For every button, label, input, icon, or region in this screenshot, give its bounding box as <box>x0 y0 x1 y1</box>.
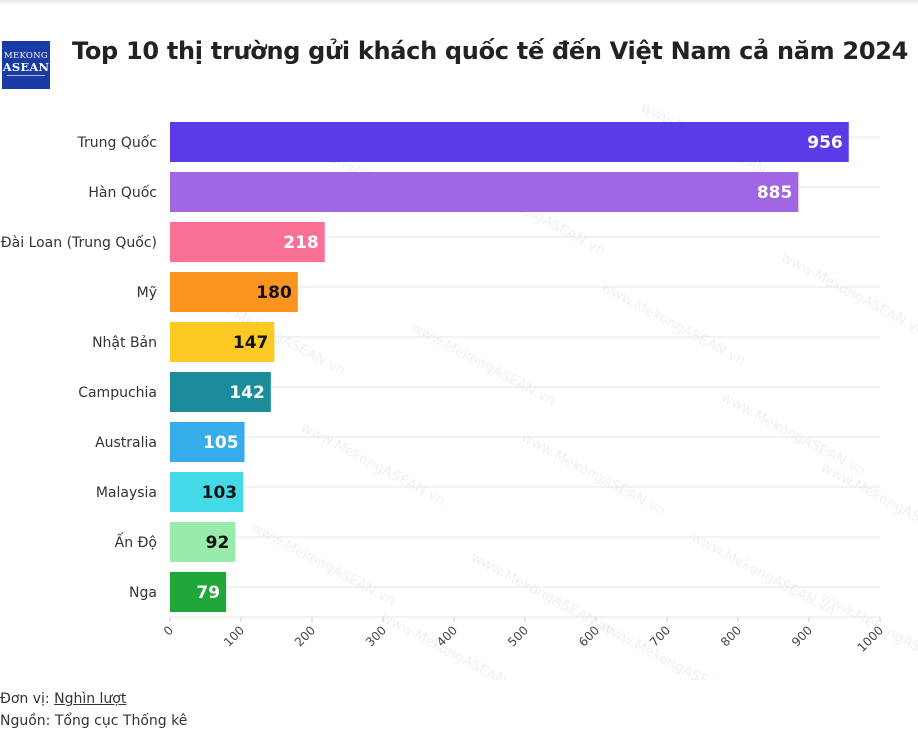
value-label: 142 <box>229 383 265 403</box>
watermark-text: www.MekongASEAN.vn <box>378 609 528 680</box>
bar <box>170 572 227 612</box>
x-tick-label: 100 <box>221 623 247 649</box>
bar <box>170 172 799 212</box>
x-tick-label: 900 <box>789 623 815 649</box>
bar-chart: www.MekongASEAN.vnwww.MekongASEAN.vnwww.… <box>1 99 918 680</box>
x-tick-label: 0 <box>161 623 176 638</box>
bar <box>170 372 271 412</box>
chart-title: Top 10 thị trường gửi khách quốc tế đến … <box>71 37 909 65</box>
value-label: 147 <box>233 333 269 353</box>
source-value: Tổng cục Thống kê <box>54 713 188 729</box>
watermark-text: www.MekongASEAN.vn <box>408 319 558 409</box>
value-labels: 956 885 218 180 147 142 105 103 92 79 <box>196 133 842 603</box>
category-label: Mỹ <box>137 285 157 301</box>
value-label: 103 <box>202 483 238 503</box>
value-label: 180 <box>256 283 292 303</box>
unit-line: Đơn vị: Nghìn lượt <box>0 688 187 710</box>
x-tick-label: 800 <box>718 623 744 649</box>
bar <box>170 272 298 312</box>
x-axis-ticks: 0 100 200 300 400 500 600 700 800 900 1000 <box>161 617 886 655</box>
value-label: 956 <box>807 133 843 153</box>
x-tick-label: 200 <box>292 623 318 649</box>
category-label: Nhật Bản <box>92 335 157 351</box>
value-label: 218 <box>283 233 319 253</box>
category-label: Nga <box>129 585 157 601</box>
watermark-text: www.MekongASEAN.vn <box>778 249 918 339</box>
watermark-text: www.MekongASEAN.vn <box>598 279 748 369</box>
bar <box>170 322 275 362</box>
watermark-text: www.MekongASEAN.vn <box>468 549 618 639</box>
watermark-text: www.MekongASEAN.vn <box>718 389 868 479</box>
category-label: Campuchia <box>78 385 157 401</box>
source-label: Nguồn: <box>0 713 51 729</box>
category-label: Đài Loan (Trung Quốc) <box>1 234 157 251</box>
watermark-text: www.MekongASEAN.vn <box>598 619 748 680</box>
bar <box>170 422 245 462</box>
bar <box>170 222 325 262</box>
source-line: Nguồn: Tổng cục Thống kê <box>0 710 187 732</box>
watermark-text: www.MekongASEAN.vn <box>688 529 838 619</box>
value-label: 92 <box>206 533 230 553</box>
bar <box>170 522 236 562</box>
chart-footer: Đơn vị: Nghìn lượt Nguồn: Tổng cục Thống… <box>0 688 187 732</box>
category-label: Australia <box>95 435 157 451</box>
x-tick-label: 500 <box>505 623 531 649</box>
unit-value: Nghìn lượt <box>54 691 127 707</box>
category-label: Malaysia <box>96 485 157 501</box>
category-labels: Trung Quốc Hàn Quốc Đài Loan (Trung Quốc) M… <box>1 134 157 601</box>
category-label: Hàn Quốc <box>88 184 157 201</box>
watermark-text: www.MekongASEAN.vn <box>248 519 398 609</box>
top-shadow-bar <box>0 0 918 6</box>
watermark-text: www.MekongASEAN.vn <box>518 429 668 519</box>
value-label: 105 <box>203 433 239 453</box>
watermark-text: www.MekongASEAN.vn <box>818 459 918 549</box>
unit-label: Đơn vị: <box>0 691 50 707</box>
value-label: 885 <box>757 183 793 203</box>
category-label: Ấn Độ <box>115 532 157 551</box>
bar <box>170 122 849 162</box>
bar <box>170 472 244 512</box>
watermark-text: www.MekongASEAN.vn <box>298 419 448 509</box>
value-label: 79 <box>196 583 220 603</box>
mekongasean-logo: MEKONG ASEAN <box>2 41 50 89</box>
category-label: Trung Quốc <box>77 134 158 151</box>
bars <box>170 122 849 612</box>
